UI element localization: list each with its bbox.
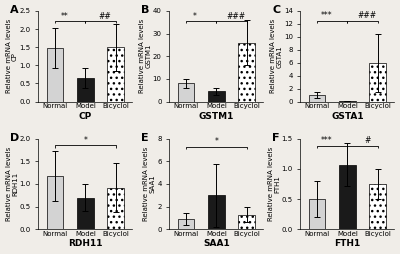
X-axis label: RDH11: RDH11 xyxy=(68,240,103,248)
Y-axis label: Relative mRNA levels
FTH1: Relative mRNA levels FTH1 xyxy=(268,147,280,221)
X-axis label: CP: CP xyxy=(79,112,92,121)
X-axis label: GSTA1: GSTA1 xyxy=(331,112,364,121)
Bar xyxy=(107,187,124,229)
X-axis label: FTH1: FTH1 xyxy=(334,240,360,248)
Bar xyxy=(238,215,255,229)
Bar xyxy=(309,95,326,102)
Bar xyxy=(309,199,326,229)
Y-axis label: Relative mRNA levels
RDH11: Relative mRNA levels RDH11 xyxy=(6,147,18,221)
Text: *: * xyxy=(214,137,218,146)
Text: A: A xyxy=(10,5,19,15)
Text: *: * xyxy=(84,136,87,145)
Y-axis label: Relative mRNA levels
GSTA1: Relative mRNA levels GSTA1 xyxy=(270,19,282,93)
Bar xyxy=(208,91,225,102)
Bar xyxy=(47,48,63,102)
Bar xyxy=(77,198,94,229)
Bar xyxy=(77,78,94,102)
Text: #: # xyxy=(364,136,370,145)
Y-axis label: Relative mRNA levels
GSTM1: Relative mRNA levels GSTM1 xyxy=(139,19,151,93)
Bar xyxy=(47,176,63,229)
Text: F: F xyxy=(272,133,280,143)
Bar xyxy=(107,47,124,102)
Bar xyxy=(339,101,356,102)
Bar xyxy=(238,43,255,102)
X-axis label: GSTM1: GSTM1 xyxy=(199,112,234,121)
Text: E: E xyxy=(141,133,149,143)
Text: B: B xyxy=(141,5,150,15)
Bar xyxy=(370,184,386,229)
Bar xyxy=(178,84,194,102)
Text: *: * xyxy=(193,12,197,21)
Text: C: C xyxy=(272,5,280,15)
Bar xyxy=(178,219,194,229)
Bar xyxy=(339,165,356,229)
Text: ###: ### xyxy=(226,12,246,21)
Text: D: D xyxy=(10,133,19,143)
Text: **: ** xyxy=(60,12,68,21)
X-axis label: SAA1: SAA1 xyxy=(203,240,230,248)
Text: ***: *** xyxy=(320,11,332,20)
Y-axis label: Relative mRNA levels
CP: Relative mRNA levels CP xyxy=(6,19,18,93)
Y-axis label: Relative mRNA levels
SAA1: Relative mRNA levels SAA1 xyxy=(143,147,156,221)
Text: ###: ### xyxy=(358,11,377,20)
Bar xyxy=(208,195,225,229)
Bar xyxy=(370,63,386,102)
Text: ***: *** xyxy=(320,136,332,145)
Text: ##: ## xyxy=(99,12,112,21)
